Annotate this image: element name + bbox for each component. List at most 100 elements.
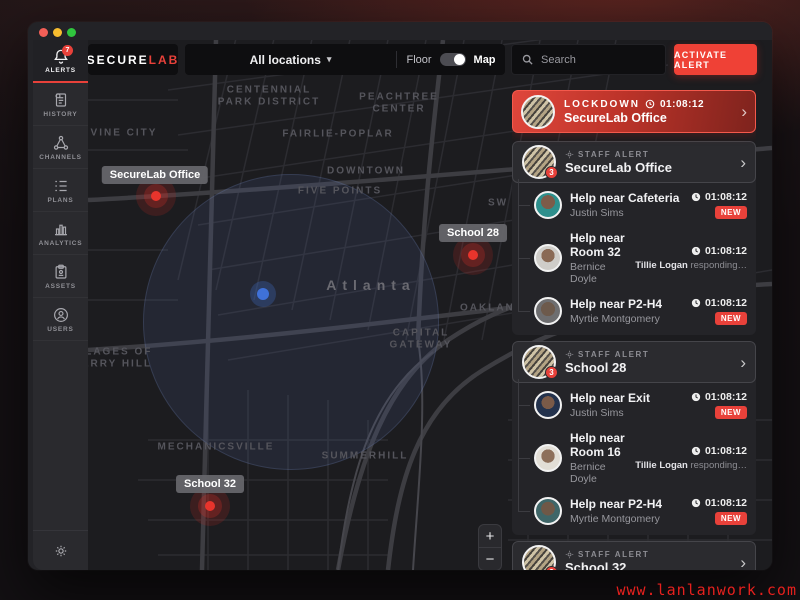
chevron-right-icon: › xyxy=(741,102,747,121)
staff-alert-type-label: STAFF ALERT xyxy=(578,349,650,359)
alert-row[interactable]: Help near P2-H4 Myrtie Montgomery 01:08:… xyxy=(512,491,756,531)
map-area-label: VILLAGES OF EBERRY HILL xyxy=(88,346,153,370)
avatar xyxy=(521,94,555,129)
sidebar-item-label: ASSETS xyxy=(45,282,76,290)
location-bar: All locations ▾ Floor Map xyxy=(185,44,505,75)
staff-alert-header[interactable]: 3 STAFF ALERT SecureLab Office › xyxy=(512,141,756,183)
lockdown-alert-card[interactable]: LOCKDOWN 01:08:12 SecureLab Office › xyxy=(512,90,756,133)
group-location: School 28 xyxy=(565,359,627,375)
zoom-out-button[interactable]: − xyxy=(478,547,502,570)
responder-status: Tillie Logan responding… xyxy=(635,260,747,271)
map-pin-label-school-32[interactable]: School 32 xyxy=(176,475,244,493)
channels-icon xyxy=(53,135,68,150)
logo-text-secure: SECURE xyxy=(88,52,149,67)
minimize-window-button[interactable] xyxy=(53,28,62,37)
sidebar-item-users[interactable]: USERS xyxy=(33,298,88,341)
clock-icon xyxy=(691,298,701,308)
group-location: School 32 xyxy=(565,559,627,571)
divider xyxy=(396,51,397,68)
responder-status: Tillie Logan responding… xyxy=(635,460,747,471)
alert-row[interactable]: Help near P2-H4 Myrtie Montgomery 01:08:… xyxy=(512,291,756,331)
alert-group-school-32: 3 STAFF ALERT School 32 › Help near Exit xyxy=(512,541,756,570)
alert-row[interactable]: Help near Room 32 Bernice Doyle 01:08:12… xyxy=(512,225,756,291)
alerts-panel: LOCKDOWN 01:08:12 SecureLab Office › 3 S… xyxy=(512,90,756,570)
alert-time: 01:08:12 xyxy=(704,191,747,203)
map-area-label: SW xyxy=(487,197,509,209)
sidebar-item-label: ALERTS xyxy=(45,67,76,74)
search-icon xyxy=(522,54,533,65)
alert-group-school-28: 3 STAFF ALERT School 28 › Help near Exit xyxy=(512,341,756,535)
alert-row[interactable]: Help near Room 16 Bernice Doyle 01:08:12… xyxy=(512,425,756,491)
sidebar-item-assets[interactable]: ASSETS xyxy=(33,255,88,298)
lockdown-type-label: LOCKDOWN xyxy=(564,98,640,110)
sidebar-item-channels[interactable]: CHANNELS xyxy=(33,126,88,169)
map-pin-label-securelab-office[interactable]: SecureLab Office xyxy=(101,166,209,184)
sidebar-nav: 7 ALERTS HISTORY CHANNELS PLANS ANALYTIC… xyxy=(33,40,88,570)
clock-icon xyxy=(691,192,701,202)
close-window-button[interactable] xyxy=(39,28,48,37)
map-area-label: OAKLAND xyxy=(460,302,524,314)
alerts-count-badge: 7 xyxy=(62,45,73,56)
map-zoom-controls: + − xyxy=(478,524,502,570)
sidebar-item-label: USERS xyxy=(47,325,74,333)
alert-count-badge: 3 xyxy=(545,366,558,379)
sidebar-item-analytics[interactable]: ANALYTICS xyxy=(33,212,88,255)
sidebar-item-plans[interactable]: PLANS xyxy=(33,169,88,212)
location-dropdown-value: All locations xyxy=(249,52,321,67)
chevron-right-icon: › xyxy=(740,552,746,571)
alert-count-badge: 3 xyxy=(545,566,558,570)
zoom-in-button[interactable]: + xyxy=(478,524,502,548)
app-window: CENTENNIAL PARK DISTRICT PEACHTREE CENTE… xyxy=(28,22,772,570)
map-area-label: CENTENNIAL PARK DISTRICT xyxy=(217,84,321,108)
search-input[interactable] xyxy=(541,53,651,66)
toggle-label-floor[interactable]: Floor xyxy=(406,53,432,66)
assets-icon xyxy=(55,264,66,279)
sidebar-item-label: PLANS xyxy=(47,196,74,204)
search-bar xyxy=(511,44,666,75)
status-badge: NEW xyxy=(714,312,747,325)
connector-line xyxy=(518,379,519,511)
map-area-label: SUMMERHILL xyxy=(321,450,409,462)
sidebar-item-label: ANALYTICS xyxy=(38,239,83,247)
alert-row[interactable]: Help near Cafeteria Justin Sims 01:08:12… xyxy=(512,185,756,225)
status-badge: NEW xyxy=(714,406,747,419)
sidebar-item-alerts[interactable]: 7 ALERTS xyxy=(33,40,88,83)
map-area-label: MECHANICSVILLE xyxy=(157,441,275,453)
alert-title: Help near P2-H4 xyxy=(570,497,663,511)
watermark-text: www.lanlanwork.com xyxy=(616,581,797,599)
plans-icon xyxy=(54,180,67,191)
clock-icon xyxy=(691,246,701,256)
alert-title: Help near Cafeteria xyxy=(570,191,680,205)
map-pin-label-school-28[interactable]: School 28 xyxy=(439,224,507,242)
avatar xyxy=(534,297,562,325)
alert-person: Bernice Doyle xyxy=(570,261,606,285)
avatar: 3 xyxy=(522,345,558,379)
alert-time: 01:08:12 xyxy=(704,297,747,309)
main-content: CENTENNIAL PARK DISTRICT PEACHTREE CENTE… xyxy=(88,40,772,570)
sidebar-item-label: CHANNELS xyxy=(39,153,82,161)
sidebar-item-history[interactable]: HISTORY xyxy=(33,83,88,126)
avatar: 3 xyxy=(522,545,558,570)
floor-map-switch[interactable] xyxy=(439,53,466,66)
staff-alert-header[interactable]: 3 STAFF ALERT School 28 › xyxy=(512,341,756,383)
analytics-icon xyxy=(54,224,67,235)
staff-alert-icon xyxy=(565,150,574,158)
alert-person: Myrtie Montgomery xyxy=(570,513,660,525)
sidebar-item-label: HISTORY xyxy=(43,110,78,118)
clock-icon xyxy=(691,392,701,402)
staff-alert-header[interactable]: 3 STAFF ALERT School 32 › xyxy=(512,541,756,570)
avatar xyxy=(534,497,562,525)
lockdown-location: SecureLab Office xyxy=(564,110,667,125)
maximize-window-button[interactable] xyxy=(67,28,76,37)
connector-line xyxy=(518,179,519,311)
avatar: 3 xyxy=(522,145,558,179)
activate-alert-button[interactable]: ACTIVATE ALERT xyxy=(674,44,757,75)
settings-button[interactable] xyxy=(33,530,88,570)
toggle-label-map[interactable]: Map xyxy=(473,53,496,66)
alert-person: Justin Sims xyxy=(570,407,624,419)
alert-row[interactable]: Help near Exit Justin Sims 01:08:12 NEW xyxy=(512,385,756,425)
location-dropdown[interactable]: All locations ▾ xyxy=(185,53,396,67)
group-rows: Help near Cafeteria Justin Sims 01:08:12… xyxy=(512,179,756,335)
alert-time: 01:08:12 xyxy=(704,391,747,403)
gear-icon xyxy=(55,545,66,556)
